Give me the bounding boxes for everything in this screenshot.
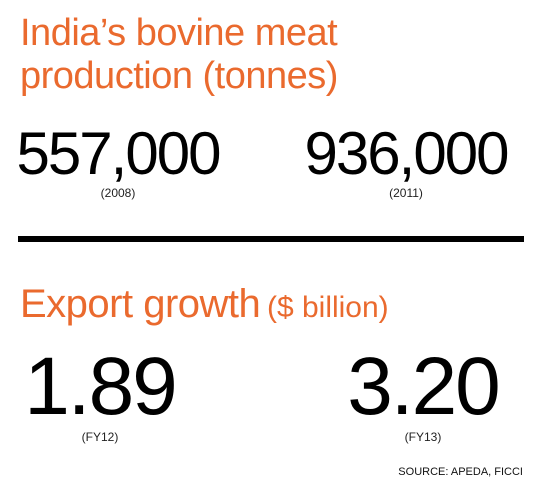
- export-year-fy12: (FY12): [81, 430, 119, 444]
- export-title-main: Export growth: [20, 282, 261, 326]
- production-year-2011: (2011): [389, 186, 423, 200]
- export-title-unit: ($ billion): [266, 291, 389, 324]
- export-value-fy13: 3.20: [347, 341, 501, 432]
- export-year-fy13: (FY13): [404, 430, 442, 444]
- production-value-2011: 936,000: [304, 120, 510, 187]
- production-title: India’s bovine meat production (tonnes): [20, 12, 338, 98]
- production-value-2008: 557,000: [16, 120, 222, 187]
- export-stat-fy13: 3.20 (FY13): [313, 341, 533, 445]
- production-title-line1: India’s bovine meat: [20, 12, 338, 54]
- export-title: Export growth ($ billion): [20, 282, 389, 327]
- export-stat-fy12: 1.89 (FY12): [0, 341, 210, 445]
- production-title-line2: production (tonnes): [20, 55, 338, 97]
- production-year-2008: (2008): [100, 186, 136, 200]
- production-stat-2008: 557,000 (2008): [8, 120, 228, 201]
- source-note: SOURCE: APEDA, FICCI: [398, 466, 523, 478]
- export-value-fy12: 1.89: [24, 341, 178, 432]
- section-divider: [18, 236, 524, 242]
- production-stat-2011: 936,000 (2011): [296, 120, 516, 201]
